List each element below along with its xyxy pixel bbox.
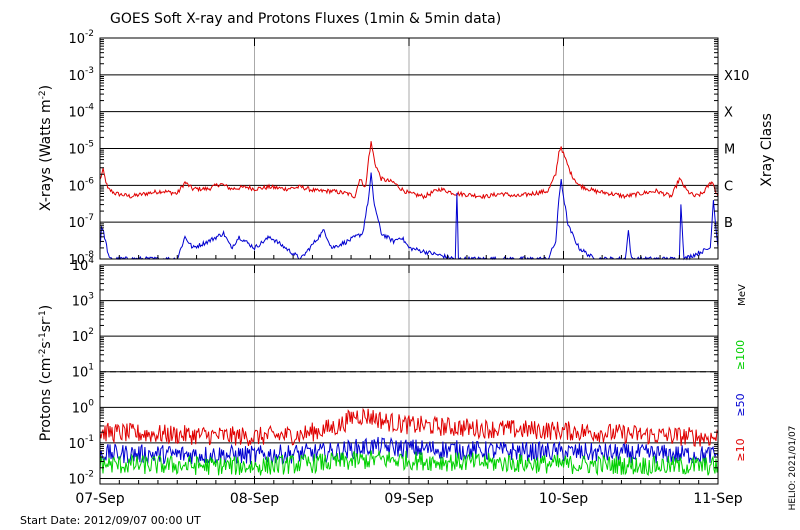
credit-label: HELIO: 2021/01/07 xyxy=(788,426,798,511)
y-tick-label: 10-3 xyxy=(68,66,94,84)
y-label-part: -2 xyxy=(38,349,48,358)
y-tick-label: 10-8 xyxy=(68,250,94,268)
x-tick-label: 07-Sep xyxy=(75,491,124,507)
y-label-part: Protons (cm xyxy=(38,358,54,442)
y-label-part: ) xyxy=(38,85,54,90)
xray-y-axis-label: X-rays (Watts m-2) xyxy=(38,85,54,211)
x-tick-label: 10-Sep xyxy=(539,491,588,507)
start-date: Start Date: 2012/09/07 00:00 UT xyxy=(20,514,201,527)
y-tick-label: 10-5 xyxy=(68,140,94,158)
chart-title: GOES Soft X-ray and Protons Fluxes (1min… xyxy=(110,11,501,27)
y-label-part: -1 xyxy=(38,332,48,341)
proton-y-axis-label: Protons (cm-2s-1sr-1) xyxy=(38,305,54,441)
y-label-part: X-rays (Watts m xyxy=(38,99,54,211)
proton-plot-area xyxy=(99,265,719,484)
xray-axes: 10-8 10-7 10-6 10-5 10-4 10-3 10-2 B C M X X10 xyxy=(68,29,749,268)
y-tick-label: 10-2 xyxy=(68,469,94,487)
y-tick-label: 104 xyxy=(72,256,95,274)
proton-panel: 10-2 10-1 100 101 102 103 104 ≥10 ≥50 ≥100 Proton… xyxy=(38,256,748,487)
y-label-part: -1 xyxy=(38,310,48,319)
energy-channel-label: ≥10 xyxy=(734,438,747,461)
xray-panel: 10-8 10-7 10-6 10-5 10-4 10-3 10-2 B C M X X10 X-ra… xyxy=(38,29,775,268)
series-line xyxy=(99,436,719,465)
x-tick-label: 08-Sep xyxy=(230,491,279,507)
xray-class-label: X xyxy=(724,106,733,121)
time-axis: 07-Sep 08-Sep 09-Sep 10-Sep 11-Sep xyxy=(75,38,743,507)
y-tick-label: 103 xyxy=(72,292,94,310)
xray-class-label: M xyxy=(724,143,735,158)
xray-plot-area xyxy=(99,38,719,261)
series-line xyxy=(99,450,719,476)
x-tick-label: 11-Sep xyxy=(693,491,742,507)
y-label-part: ) xyxy=(38,305,54,310)
series-line xyxy=(99,141,719,200)
y-tick-label: 10-4 xyxy=(68,103,94,121)
y-label-part: -2 xyxy=(38,90,48,99)
y-tick-label: 10-6 xyxy=(68,176,94,194)
x-tick-label: 09-Sep xyxy=(384,491,433,507)
y-tick-label: 10-7 xyxy=(68,213,94,231)
proton-axes: 10-2 10-1 100 101 102 103 104 ≥10 ≥50 ≥100 xyxy=(68,256,747,487)
y-tick-label: 102 xyxy=(72,327,94,345)
y-tick-label: 10-1 xyxy=(68,434,94,452)
xray-class-label: B xyxy=(724,216,733,231)
xray-class-axis-title: Xray Class xyxy=(759,113,775,187)
y-tick-label: 101 xyxy=(72,363,94,381)
xray-class-label: C xyxy=(724,179,733,194)
energy-channel-label: ≥50 xyxy=(734,393,747,416)
series-line xyxy=(99,407,719,447)
y-label-part: sr xyxy=(38,319,54,332)
energy-channel-label: ≥100 xyxy=(734,340,747,370)
xray-class-label: X10 xyxy=(724,69,749,84)
y-label-part: s xyxy=(38,341,54,348)
proton-energy-unit: MeV xyxy=(737,284,748,306)
y-tick-label: 100 xyxy=(72,398,95,416)
y-tick-label: 10-2 xyxy=(68,29,94,47)
